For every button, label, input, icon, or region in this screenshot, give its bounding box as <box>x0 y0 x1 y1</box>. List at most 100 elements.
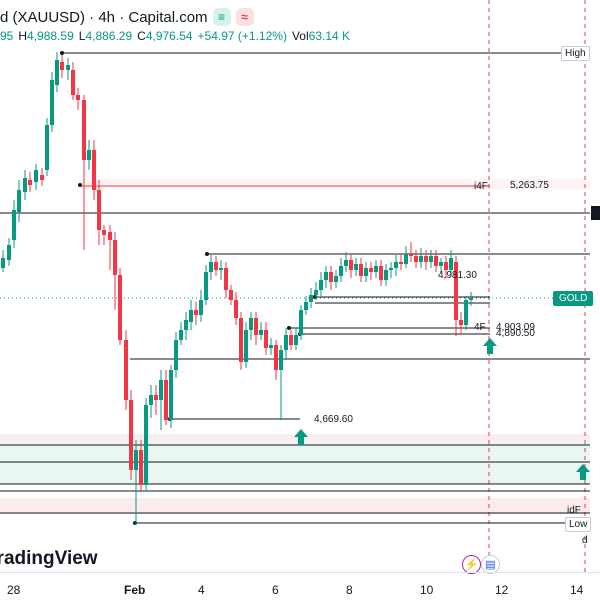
candle-body-51 <box>264 330 268 348</box>
candle-body-72 <box>369 268 373 272</box>
candle-body-22 <box>118 275 122 340</box>
candle-body-88 <box>449 258 453 270</box>
candle-body-27 <box>144 405 148 485</box>
x-tick-12: 12 <box>495 583 509 597</box>
candle-body-53 <box>274 345 278 370</box>
candle-body-30 <box>159 380 163 400</box>
candle-body-21 <box>113 240 117 275</box>
candle-body-68 <box>349 260 353 270</box>
candle-body-2 <box>12 210 16 240</box>
up-arrow-3 <box>576 464 590 480</box>
candle-body-29 <box>154 395 158 400</box>
candle-body-26 <box>139 450 143 485</box>
candle-body-89 <box>454 262 458 320</box>
candle-body-69 <box>354 264 358 270</box>
lightning-icon[interactable]: ⚡ <box>462 555 481 574</box>
close-key: C <box>137 29 146 43</box>
candle-body-58 <box>299 310 303 335</box>
candle-body-81 <box>414 256 418 262</box>
candle-body-3 <box>17 190 21 212</box>
candle-body-82 <box>419 256 423 262</box>
level-anchor-dot-2 <box>205 252 209 256</box>
candle-body-49 <box>254 318 258 335</box>
candle-body-56 <box>289 335 293 345</box>
ohlc-legend: 95 H4,988.59 L4,886.29 C4,976.54 +54.97 (+1.… <box>0 29 355 43</box>
candle-body-46 <box>239 318 243 362</box>
candle-body-42 <box>219 268 223 270</box>
d-label: d <box>582 535 588 546</box>
candle-body-31 <box>164 380 168 420</box>
symbol-title: d (XAUUSD) · 4h · Capital.com <box>0 8 208 26</box>
candle-body-64 <box>329 272 333 282</box>
supply-zone-red-low <box>0 498 590 514</box>
candle-body-23 <box>124 340 128 400</box>
level-anchor-dot-0 <box>60 51 64 55</box>
candle-body-43 <box>224 268 228 290</box>
level-4890-label: 4,890.50 <box>496 328 535 339</box>
tradingview-watermark[interactable]: TradingView <box>0 548 98 570</box>
candle-body-86 <box>439 262 443 266</box>
candle-body-87 <box>444 262 448 270</box>
x-tick-feb: Feb <box>124 583 146 597</box>
candle-body-8 <box>45 125 49 170</box>
level-4903-label: 4,903.09 <box>496 322 535 333</box>
zone-i4f-band <box>80 179 590 189</box>
indicator-red-icon[interactable]: ≈ <box>235 8 254 26</box>
indicator-green-icon[interactable]: ≡ <box>212 8 231 26</box>
high-label[interactable]: High <box>561 46 590 61</box>
symbol-header[interactable]: d (XAUUSD) · 4h · Capital.com ≡ ≈ <box>0 4 254 30</box>
up-arrow-2 <box>294 429 308 445</box>
x-tick-6: 6 <box>272 583 279 597</box>
candle-body-62 <box>319 280 323 290</box>
candle-body-13 <box>71 70 75 95</box>
candle-body-25 <box>134 450 138 470</box>
demand-zone-green <box>0 434 590 484</box>
low-label[interactable]: Low <box>565 517 592 532</box>
candle-body-92 <box>469 298 473 300</box>
us-flag-icon[interactable]: ▤ <box>481 555 500 574</box>
low-value: 4,886.29 <box>85 29 133 43</box>
candle-body-52 <box>269 345 273 348</box>
candle-body-79 <box>404 254 408 264</box>
candle-body-67 <box>344 260 348 266</box>
candle-body-90 <box>459 320 463 325</box>
high-key: H <box>18 29 28 43</box>
candle-body-0 <box>1 258 5 268</box>
idf-label: idF <box>567 505 581 516</box>
candle-body-1 <box>7 245 11 260</box>
low-key: L <box>78 29 86 43</box>
candle-body-61 <box>314 290 318 295</box>
candle-body-75 <box>384 270 388 280</box>
candle-body-47 <box>244 330 248 362</box>
candle-body-39 <box>204 272 208 300</box>
candle-body-45 <box>234 300 238 318</box>
candle-body-63 <box>324 272 328 280</box>
candles-group <box>1 52 473 525</box>
candle-body-41 <box>214 262 218 270</box>
candle-body-70 <box>359 264 363 276</box>
candle-body-91 <box>464 300 468 325</box>
candle-body-60 <box>309 295 313 302</box>
candle-body-36 <box>189 310 193 322</box>
candle-body-54 <box>279 350 283 370</box>
open-value: 95 <box>0 29 14 43</box>
i4f-label: i4F <box>474 181 488 192</box>
candle-body-28 <box>149 395 153 405</box>
close-value: 4,976.54 <box>145 29 193 43</box>
x-tick-14: 14 <box>570 583 584 597</box>
vol-key: Vol <box>291 29 309 43</box>
candle-body-57 <box>294 335 298 345</box>
candle-body-80 <box>409 254 413 256</box>
high-value: 4,988.59 <box>27 29 74 43</box>
candle-body-12 <box>66 65 70 70</box>
candle-body-7 <box>40 175 44 180</box>
candle-body-5 <box>28 180 32 185</box>
change-value: +54.97 (+1.12%) <box>197 29 287 43</box>
candle-body-14 <box>76 95 80 100</box>
candle-body-6 <box>34 170 38 182</box>
gold-price-tag[interactable]: GOLD <box>553 291 594 306</box>
level-anchor-dot-4 <box>287 326 291 330</box>
x-tick-8: 8 <box>346 583 353 597</box>
candle-body-34 <box>179 330 183 340</box>
